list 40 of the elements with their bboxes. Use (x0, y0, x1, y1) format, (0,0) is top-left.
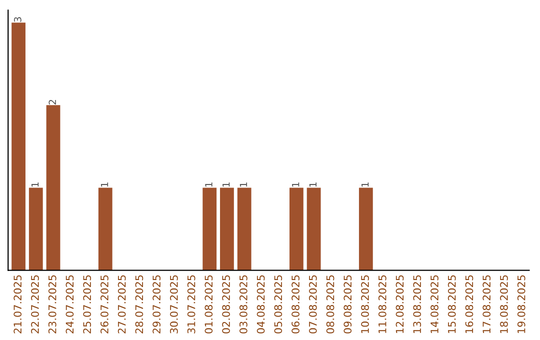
x-tick-label: 23.07.2025 (48, 275, 56, 334)
data-label: 1 (31, 182, 39, 187)
x-tick-label: 19.08.2025 (517, 275, 526, 333)
x-tick-label: 16.08.2025 (465, 275, 474, 333)
x-tick-label: 17.08.2025 (482, 275, 491, 333)
x-tick-label: 06.08.2025 (292, 275, 300, 334)
x-tick-label: 05.08.2025 (274, 275, 282, 334)
x-tick-label: 21.07.2025 (14, 275, 22, 334)
x-tick-label: 11.08.2025 (378, 275, 386, 333)
data-label: 1 (292, 182, 300, 187)
data-label: 2 (48, 100, 56, 104)
x-tick-label: 18.08.2025 (500, 275, 508, 333)
data-label: 1 (240, 182, 248, 187)
data-label: 1 (100, 182, 108, 187)
x-tick-label: 22.07.2025 (31, 275, 39, 334)
x-tick-label: 02.08.2025 (222, 275, 230, 334)
x-tick-label: 07.08.2025 (308, 275, 317, 334)
x-tick-label: 27.07.2025 (118, 275, 126, 334)
data-label: 1 (205, 182, 212, 187)
data-label: 1 (222, 182, 230, 187)
x-tick-label: 13.08.2025 (413, 275, 422, 333)
x-tick-label: 26.07.2025 (100, 275, 108, 334)
x-tick-label: 10.08.2025 (361, 275, 369, 333)
x-tick-label: 30.07.2025 (170, 275, 178, 334)
x-tick-label: 28.07.2025 (135, 275, 144, 334)
x-tick-label: 31.07.2025 (187, 275, 196, 334)
x-tick-label: 09.08.2025 (344, 275, 352, 334)
x-tick-label: 29.07.2025 (152, 275, 161, 334)
data-label: 1 (362, 182, 369, 187)
x-tick-label: 08.08.2025 (326, 275, 334, 334)
data-label: 1 (309, 182, 316, 187)
x-tick-label: 24.07.2025 (66, 275, 74, 334)
data-label: 3 (14, 17, 22, 22)
x-tick-label: 03.08.2025 (239, 275, 248, 334)
x-tick-label: 25.07.2025 (83, 275, 92, 334)
x-tick-label: 14.08.2025 (430, 275, 438, 333)
x-tick-label: 15.08.2025 (448, 275, 456, 333)
x-tick-label: 12.08.2025 (396, 275, 404, 333)
x-tick-label: 01.08.2025 (204, 275, 213, 334)
x-tick-label: 04.08.2025 (256, 275, 265, 334)
